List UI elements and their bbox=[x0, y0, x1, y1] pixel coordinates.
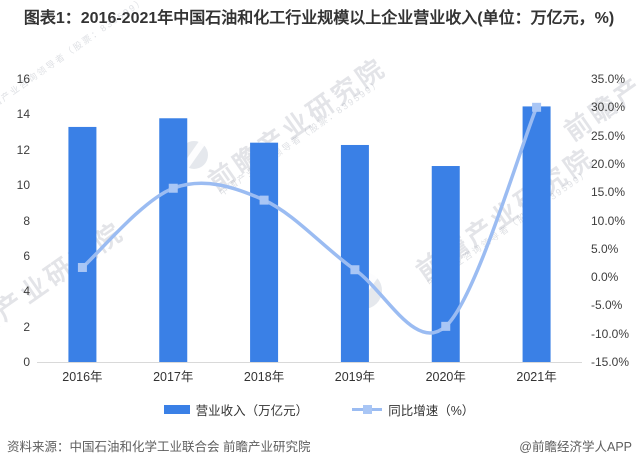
x-axis-category-label: 2021年 bbox=[516, 370, 557, 384]
y-axis-right-tick: -15.0% bbox=[591, 355, 630, 369]
legend-line-marker-icon bbox=[363, 405, 373, 414]
y-axis-left-tick: 8 bbox=[23, 213, 30, 228]
y-axis-left-tick: 14 bbox=[16, 107, 30, 122]
y-axis-left-tick: 4 bbox=[23, 284, 30, 299]
y-axis-right-tick: 0.0% bbox=[591, 270, 619, 285]
brand-credit: @前瞻经济学人APP bbox=[519, 440, 632, 454]
y-axis-left-tick: 16 bbox=[16, 72, 30, 86]
x-axis-category-label: 2020年 bbox=[425, 370, 466, 384]
legend-bar-label: 营业收入（万亿元） bbox=[195, 404, 309, 418]
x-axis-category-label: 2018年 bbox=[243, 370, 285, 384]
revenue-bar bbox=[250, 142, 279, 362]
x-axis-category-label: 2016年 bbox=[62, 370, 103, 384]
y-axis-right-tick: 15.0% bbox=[591, 185, 626, 200]
growth-line-marker bbox=[441, 321, 451, 331]
legend-line-label: 同比增速（%） bbox=[388, 404, 475, 418]
y-axis-right-tick: 10.0% bbox=[591, 213, 626, 228]
footer: 资料来源：中国石油和化学工业联合会 前瞻产业研究院 @前瞻经济学人APP bbox=[0, 436, 638, 454]
growth-line-marker bbox=[168, 183, 178, 193]
growth-line-marker bbox=[77, 262, 87, 272]
legend: 营业收入（万亿元） 同比增速（%） bbox=[0, 400, 638, 419]
y-axis-right-tick: -5.0% bbox=[591, 298, 623, 313]
legend-line-swatch-icon bbox=[352, 405, 383, 414]
growth-line-marker bbox=[259, 195, 269, 205]
growth-line-marker bbox=[350, 265, 360, 275]
legend-bar-swatch-icon bbox=[163, 405, 190, 414]
legend-item-revenue: 营业收入（万亿元） bbox=[163, 400, 309, 419]
revenue-bar bbox=[68, 126, 97, 362]
y-axis-right-tick: -10.0% bbox=[591, 326, 630, 341]
y-axis-right-tick: 35.0% bbox=[591, 72, 626, 86]
plot-area bbox=[37, 102, 582, 363]
y-axis-left-tick: 0 bbox=[23, 355, 30, 369]
revenue-bar bbox=[340, 144, 369, 362]
y-axis-left-tick: 6 bbox=[23, 248, 30, 263]
y-axis-left-tick: 12 bbox=[16, 142, 30, 157]
x-axis-category-label: 2017年 bbox=[153, 370, 194, 384]
revenue-bar bbox=[159, 118, 188, 362]
y-axis-right-tick: 20.0% bbox=[591, 156, 626, 171]
y-axis-right-tick: 5.0% bbox=[591, 241, 619, 256]
y-axis-left-tick: 10 bbox=[16, 178, 30, 193]
revenue-bar bbox=[522, 106, 551, 363]
growth-line bbox=[80, 105, 539, 335]
y-axis-right-tick: 30.0% bbox=[591, 100, 626, 115]
legend-item-growth: 同比增速（%） bbox=[352, 400, 474, 419]
source-note: 资料来源：中国石油和化学工业联合会 前瞻产业研究院 bbox=[7, 440, 311, 454]
x-axis-category-label: 2019年 bbox=[334, 370, 376, 384]
y-axis-left-tick: 2 bbox=[23, 319, 30, 334]
growth-line-marker bbox=[532, 102, 542, 112]
y-axis-right-tick: 25.0% bbox=[591, 128, 626, 143]
chart-title: 图表1：2016-2021年中国石油和化工行业规模以上企业营业收入(单位：万亿元… bbox=[23, 10, 615, 27]
